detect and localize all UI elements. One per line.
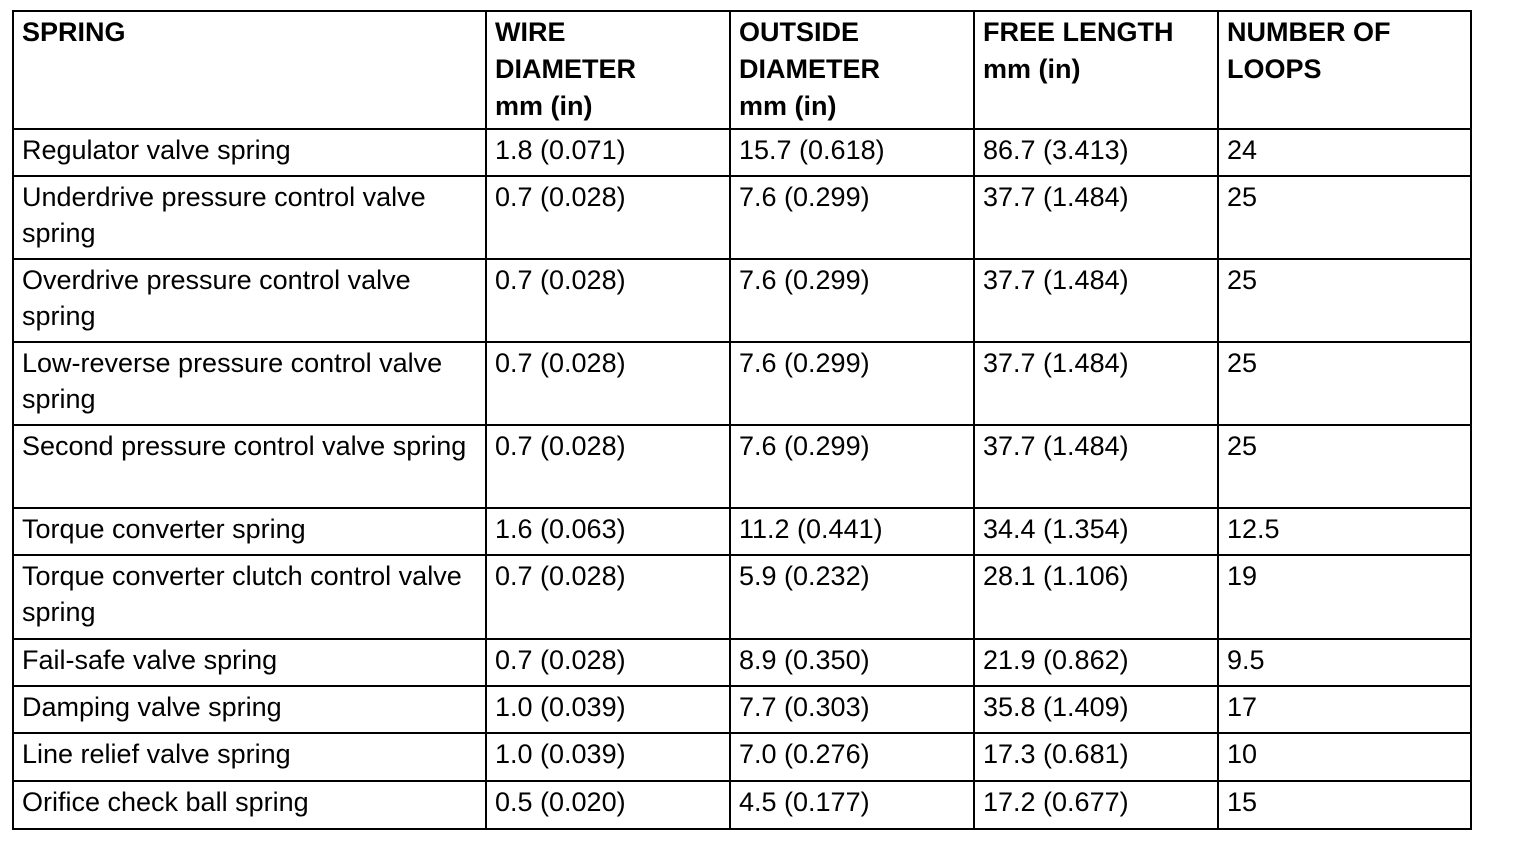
table-cell: 37.7 (1.484) (973, 258, 1219, 343)
table-cell: Orifice check ball spring (12, 780, 487, 830)
table-cell: 28.1 (1.106) (973, 554, 1219, 640)
table-cell: 17.3 (0.681) (973, 732, 1219, 782)
table-cell: 8.9 (0.350) (729, 638, 975, 687)
table-cell: 9.5 (1217, 638, 1472, 687)
table-cell: Torque converter clutch control valve sp… (12, 554, 487, 640)
table-cell: 37.7 (1.484) (973, 424, 1219, 509)
table-row: Fail-safe valve spring 0.7 (0.028) 8.9 (0.… (12, 638, 1472, 687)
table-row: Overdrive pressure control valve spring 0… (12, 258, 1472, 343)
table-cell: 35.8 (1.409) (973, 685, 1219, 734)
table-cell: Underdrive pressure control valve spring (12, 175, 487, 260)
table-cell: 86.7 (3.413) (973, 128, 1219, 177)
header-cell: WIRE DIAMETER mm (in) (485, 10, 731, 130)
table-cell: Second pressure control valve spring (12, 424, 487, 509)
table-cell: 7.6 (0.299) (729, 341, 975, 426)
header-cell: OUTSIDE DIAMETER mm (in) (729, 10, 975, 130)
table-cell: 25 (1217, 175, 1472, 260)
table-cell: 21.9 (0.862) (973, 638, 1219, 687)
table-cell: 4.5 (0.177) (729, 780, 975, 830)
table-cell: 24 (1217, 128, 1472, 177)
table-cell: 0.7 (0.028) (485, 258, 731, 343)
table-cell: Torque converter spring (12, 507, 487, 556)
table-cell: 0.7 (0.028) (485, 638, 731, 687)
table-row: Torque converter clutch control valve sp… (12, 554, 1472, 640)
table-row: Orifice check ball spring 0.5 (0.020) 4.5 … (12, 780, 1472, 830)
table-cell: Line relief valve spring (12, 732, 487, 782)
table-row: Damping valve spring 1.0 (0.039) 7.7 (0.30… (12, 685, 1472, 734)
table-row: Second pressure control valve spring 0.7 … (12, 424, 1472, 509)
header-row: SPRING WIRE DIAMETER mm (in) OUTSIDE DIAME… (12, 10, 1472, 130)
table-cell: 25 (1217, 424, 1472, 509)
table-cell: 25 (1217, 258, 1472, 343)
table-body: Regulator valve spring 1.8 (0.071) 15.7 (0… (12, 128, 1472, 830)
header-cell: SPRING (12, 10, 487, 130)
table-cell: 7.6 (0.299) (729, 175, 975, 260)
table-cell: 25 (1217, 341, 1472, 426)
table-cell: 17 (1217, 685, 1472, 734)
table-row: Line relief valve spring 1.0 (0.039) 7.0 (… (12, 732, 1472, 782)
table-cell: Low-reverse pressure control valve sprin… (12, 341, 487, 426)
table-cell: 15 (1217, 780, 1472, 830)
table-cell: Regulator valve spring (12, 128, 487, 177)
table-cell: 0.7 (0.028) (485, 341, 731, 426)
table-cell: 1.8 (0.071) (485, 128, 731, 177)
table-cell: 37.7 (1.484) (973, 175, 1219, 260)
header-cell: NUMBER OF LOOPS (1217, 10, 1472, 130)
table-cell: 15.7 (0.618) (729, 128, 975, 177)
table-cell: 7.6 (0.299) (729, 424, 975, 509)
table-cell: 0.5 (0.020) (485, 780, 731, 830)
spring-table: SPRING WIRE DIAMETER mm (in) OUTSIDE DIAME… (12, 10, 1472, 830)
table-cell: 5.9 (0.232) (729, 554, 975, 640)
table-cell: Overdrive pressure control valve spring (12, 258, 487, 343)
table-cell: 1.0 (0.039) (485, 732, 731, 782)
table-cell: 10 (1217, 732, 1472, 782)
table-cell: 37.7 (1.484) (973, 341, 1219, 426)
header-cell: FREE LENGTH mm (in) (973, 10, 1219, 130)
table-cell: 11.2 (0.441) (729, 507, 975, 556)
table-cell: 12.5 (1217, 507, 1472, 556)
table-cell: 7.7 (0.303) (729, 685, 975, 734)
table-cell: Damping valve spring (12, 685, 487, 734)
table-cell: Fail-safe valve spring (12, 638, 487, 687)
table-row: Torque converter spring 1.6 (0.063) 11.2 (… (12, 507, 1472, 556)
table-cell: 17.2 (0.677) (973, 780, 1219, 830)
table-cell: 1.0 (0.039) (485, 685, 731, 734)
table-cell: 19 (1217, 554, 1472, 640)
table-row: Low-reverse pressure control valve sprin… (12, 341, 1472, 426)
table-cell: 7.6 (0.299) (729, 258, 975, 343)
table-cell: 1.6 (0.063) (485, 507, 731, 556)
table-cell: 0.7 (0.028) (485, 175, 731, 260)
table-cell: 0.7 (0.028) (485, 554, 731, 640)
table-cell: 34.4 (1.354) (973, 507, 1219, 556)
table-cell: 0.7 (0.028) (485, 424, 731, 509)
table-row: Underdrive pressure control valve spring… (12, 175, 1472, 260)
table-cell: 7.0 (0.276) (729, 732, 975, 782)
table-row: Regulator valve spring 1.8 (0.071) 15.7 (0… (12, 128, 1472, 177)
